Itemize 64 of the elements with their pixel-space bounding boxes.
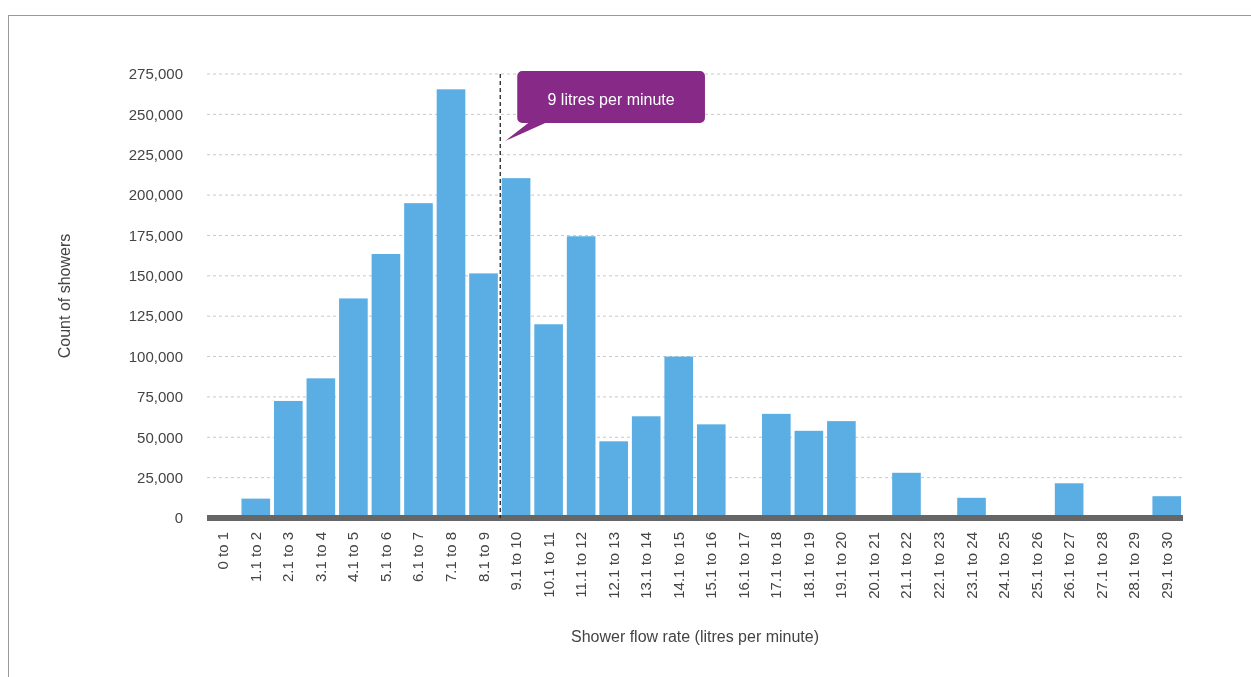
x-tick-label: 21.1 to 22 xyxy=(897,532,915,599)
bar xyxy=(339,298,368,518)
bar xyxy=(469,273,498,518)
bar xyxy=(762,413,791,518)
y-axis-title: Count of showers xyxy=(56,233,73,359)
bar xyxy=(404,203,433,518)
bar xyxy=(274,400,303,518)
x-tick-label: 19.1 to 20 xyxy=(832,532,850,599)
bar xyxy=(566,236,596,518)
x-tick-label: 5.1 to 6 xyxy=(376,532,394,583)
x-tick-label: 27.1 to 28 xyxy=(1092,532,1110,599)
bar xyxy=(501,178,531,518)
bar xyxy=(794,430,824,518)
x-tick-label: 1.1 to 2 xyxy=(246,532,264,583)
x-tick-label: 11.1 to 12 xyxy=(572,532,590,598)
x-tick-label: 15.1 to 16 xyxy=(702,532,720,599)
x-tick-label: 24.1 to 25 xyxy=(995,532,1013,599)
bar xyxy=(892,472,921,518)
x-tick-label: 25.1 to 26 xyxy=(1027,532,1045,599)
x-tick-label: 16.1 to 17 xyxy=(734,532,752,599)
y-tick-label: 175,000 xyxy=(128,226,183,244)
bar xyxy=(534,324,563,518)
x-tick-label: 28.1 to 29 xyxy=(1125,532,1143,599)
x-tick-label: 12.1 to 13 xyxy=(604,532,622,599)
x-tick-label: 9.1 to 10 xyxy=(507,532,525,591)
bar xyxy=(631,416,661,518)
x-tick-label: 14.1 to 15 xyxy=(669,532,687,599)
y-tick-label: 125,000 xyxy=(128,307,183,325)
x-tick-label: 26.1 to 27 xyxy=(1060,532,1078,599)
y-tick-label: 200,000 xyxy=(128,186,183,204)
bar xyxy=(306,378,336,518)
y-tick-label: 75,000 xyxy=(137,388,183,406)
x-tick-label: 7.1 to 8 xyxy=(442,532,459,583)
x-axis-title: Shower flow rate (litres per minute) xyxy=(570,628,820,645)
bar xyxy=(436,89,466,518)
x-tick-label: 13.1 to 14 xyxy=(637,532,655,599)
x-tick-label: 22.1 to 23 xyxy=(930,532,947,599)
bar xyxy=(1054,483,1084,518)
x-tick-label: 2.1 to 3 xyxy=(279,532,297,583)
y-tick-label: 100,000 xyxy=(128,347,183,365)
y-tick-label: 250,000 xyxy=(128,105,183,123)
x-tick-label: 29.1 to 30 xyxy=(1157,532,1175,599)
x-tick-label: 0 to 1 xyxy=(214,532,232,570)
x-tick-label: 18.1 to 19 xyxy=(799,532,817,599)
x-tick-label: 20.1 to 21 xyxy=(864,532,882,599)
x-tick-label: 23.1 to 24 xyxy=(962,532,980,599)
y-tick-label: 25,000 xyxy=(137,468,183,486)
y-tick-label: 150,000 xyxy=(128,267,183,285)
x-tick-label: 17.1 to 18 xyxy=(767,532,785,599)
x-tick-label: 8.1 to 9 xyxy=(474,532,492,583)
y-tick-label: 0 xyxy=(174,509,183,527)
bar xyxy=(371,254,401,518)
bar xyxy=(664,356,694,518)
y-tick-label: 275,000 xyxy=(128,65,183,83)
ref-line-label: 9 litres per minute xyxy=(547,90,675,108)
x-tick-label: 3.1 to 4 xyxy=(311,532,329,583)
x-tick-label: 4.1 to 5 xyxy=(344,532,362,583)
bar xyxy=(599,441,628,518)
x-tick-label: 6.1 to 7 xyxy=(409,532,427,583)
bar xyxy=(827,421,856,518)
y-tick-label: 50,000 xyxy=(137,428,183,446)
bar xyxy=(696,424,726,518)
x-tick-label: 10.1 to 11 xyxy=(539,532,557,598)
y-tick-label: 225,000 xyxy=(128,145,183,163)
